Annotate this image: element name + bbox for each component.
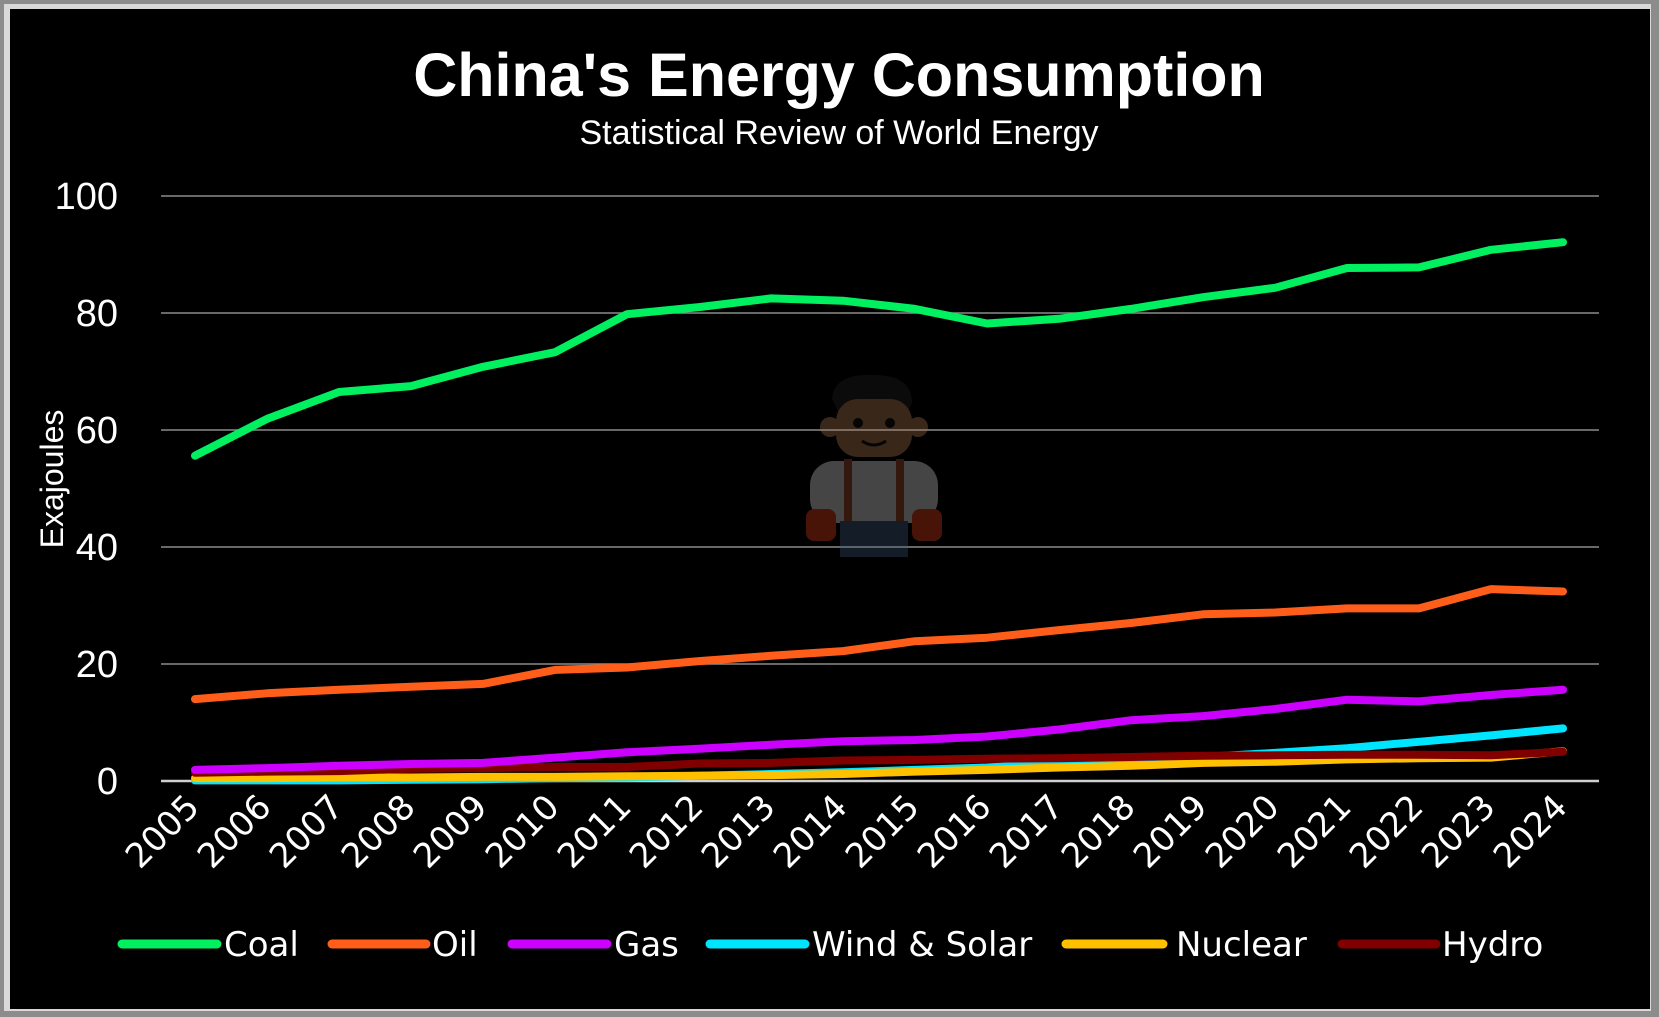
y-tick-label: 20	[76, 644, 118, 686]
chart-canvas: China's Energy Consumption Statistical R…	[10, 9, 1650, 1009]
line-chart: China's Energy Consumption Statistical R…	[34, 41, 1599, 965]
legend-item-coal[interactable]: Coal	[117, 925, 299, 965]
legend-item-gas[interactable]: Gas	[507, 925, 679, 965]
y-tick-label: 0	[97, 761, 118, 803]
x-tick-label: 2011	[550, 787, 639, 876]
legend-label: Coal	[224, 925, 299, 965]
series-line-coal	[191, 238, 1567, 460]
x-tick-label: 2006	[190, 787, 279, 876]
legend-label: Nuclear	[1176, 925, 1307, 965]
x-tick-label: 2009	[406, 787, 495, 876]
legend-item-wind-solar[interactable]: Wind & Solar	[705, 925, 1032, 965]
gridlines	[161, 195, 1599, 783]
mascot-worker-icon	[806, 374, 942, 557]
y-tick-label: 40	[76, 527, 118, 569]
chart-frame: China's Energy Consumption Statistical R…	[4, 4, 1651, 1011]
x-tick-label: 2024	[1486, 787, 1575, 876]
legend-item-oil[interactable]: Oil	[327, 925, 478, 965]
legend: Coal Oil Gas Wind & Solar Nuclear Hydro	[117, 925, 1543, 965]
x-tick-label: 2005	[118, 787, 207, 876]
x-tick-label: 2016	[910, 787, 999, 876]
x-tick-label: 2021	[1270, 787, 1359, 876]
series-line-oil	[191, 585, 1567, 704]
x-tick-label: 2010	[478, 787, 567, 876]
x-tick-label: 2013	[694, 787, 783, 876]
legend-label: Gas	[614, 925, 679, 965]
series-line-gas	[191, 685, 1567, 774]
legend-label: Oil	[432, 925, 478, 965]
x-tick-label: 2017	[982, 787, 1071, 876]
x-tick-label: 2020	[1198, 787, 1287, 876]
legend-item-hydro[interactable]: Hydro	[1337, 925, 1543, 965]
y-tick-label: 60	[76, 410, 118, 452]
x-tick-label: 2023	[1414, 787, 1503, 876]
y-tick-label: 100	[55, 176, 118, 218]
chart-subtitle: Statistical Review of World Energy	[579, 114, 1098, 152]
x-tick-label: 2007	[262, 787, 351, 876]
x-tick-label: 2019	[1126, 787, 1215, 876]
y-axis-ticks: 0 20 40 60 80 100	[55, 176, 118, 803]
x-axis-ticks: 2005200620072008200920102011201220132014…	[118, 787, 1575, 876]
series-lines	[191, 238, 1567, 785]
x-tick-label: 2008	[334, 787, 423, 876]
x-tick-label: 2022	[1342, 787, 1431, 876]
y-tick-label: 80	[76, 293, 118, 335]
legend-label: Hydro	[1442, 925, 1543, 965]
series-line-nuclear	[191, 747, 1567, 783]
x-tick-label: 2015	[838, 787, 927, 876]
x-tick-label: 2012	[622, 787, 711, 876]
series-line-hydro	[191, 747, 1567, 777]
y-axis-label: Exajoules	[34, 410, 70, 549]
legend-item-nuclear[interactable]: Nuclear	[1061, 925, 1307, 965]
chart-title: China's Energy Consumption	[413, 41, 1265, 109]
x-tick-label: 2014	[766, 787, 855, 876]
legend-label: Wind & Solar	[812, 925, 1032, 965]
x-tick-label: 2018	[1054, 787, 1143, 876]
